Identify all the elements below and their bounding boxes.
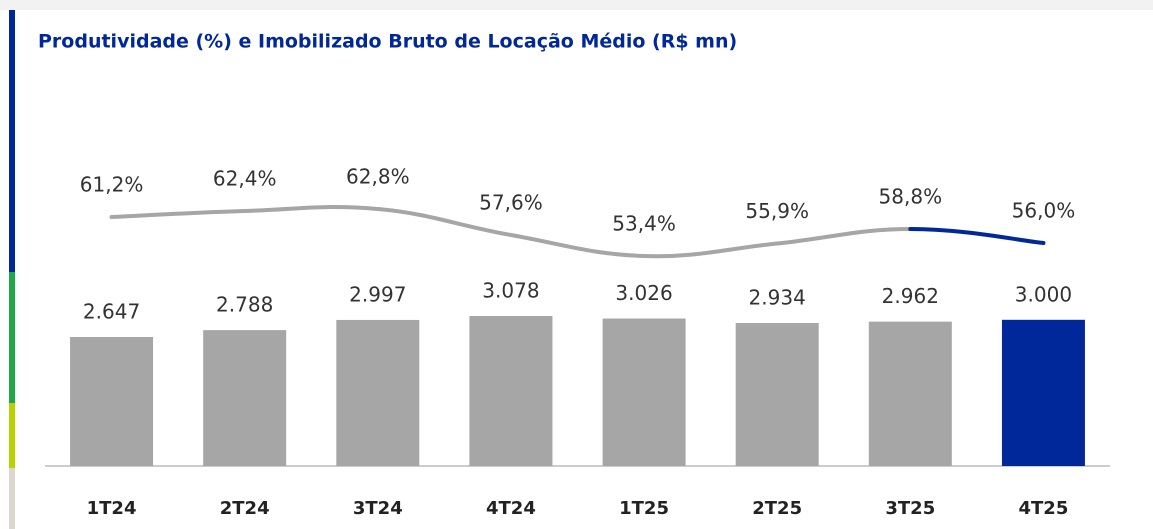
value-label: 3.078 bbox=[482, 279, 539, 303]
bar bbox=[1001, 319, 1085, 466]
x-tick-label: 1T25 bbox=[619, 498, 669, 519]
bar bbox=[336, 319, 420, 466]
side-stripe bbox=[9, 403, 15, 468]
value-label: 3.026 bbox=[615, 281, 672, 305]
side-stripe bbox=[9, 272, 15, 403]
chart-title: Produtividade (%) e Imobilizado Bruto de… bbox=[38, 31, 737, 53]
line bbox=[109, 205, 913, 259]
value-label: 3.000 bbox=[1015, 282, 1072, 306]
bar bbox=[868, 321, 952, 466]
value-label: 2.647 bbox=[83, 300, 140, 324]
x-tick-label: 4T24 bbox=[486, 498, 536, 519]
value-label: 2.997 bbox=[349, 282, 406, 306]
x-tick-label: 2T25 bbox=[752, 498, 802, 519]
side-stripe bbox=[9, 10, 15, 272]
x-tick-label: 3T24 bbox=[353, 498, 403, 519]
value-label: 58,8% bbox=[879, 185, 943, 209]
x-tick-label: 3T25 bbox=[885, 498, 935, 519]
value-label: 62,8% bbox=[346, 165, 410, 189]
value-label: 2.934 bbox=[749, 286, 806, 310]
bar bbox=[70, 337, 154, 466]
bar bbox=[602, 318, 686, 466]
value-label: 56,0% bbox=[1012, 199, 1076, 223]
x-tick-label: 1T24 bbox=[87, 498, 137, 519]
value-label: 61,2% bbox=[80, 173, 144, 197]
value-label: 57,6% bbox=[479, 191, 543, 215]
side-stripe bbox=[9, 468, 15, 529]
value-label: 53,4% bbox=[612, 212, 676, 236]
top-band bbox=[0, 0, 1153, 10]
value-label: 62,4% bbox=[213, 167, 277, 191]
bar bbox=[735, 323, 819, 466]
x-tick-label: 2T24 bbox=[220, 498, 270, 519]
bar bbox=[469, 316, 553, 466]
value-label: 2.962 bbox=[882, 284, 939, 308]
bar bbox=[203, 330, 287, 466]
value-label: 2.788 bbox=[216, 293, 273, 317]
line bbox=[908, 226, 1046, 245]
x-tick-label: 4T25 bbox=[1019, 498, 1069, 519]
value-label: 55,9% bbox=[745, 199, 809, 223]
